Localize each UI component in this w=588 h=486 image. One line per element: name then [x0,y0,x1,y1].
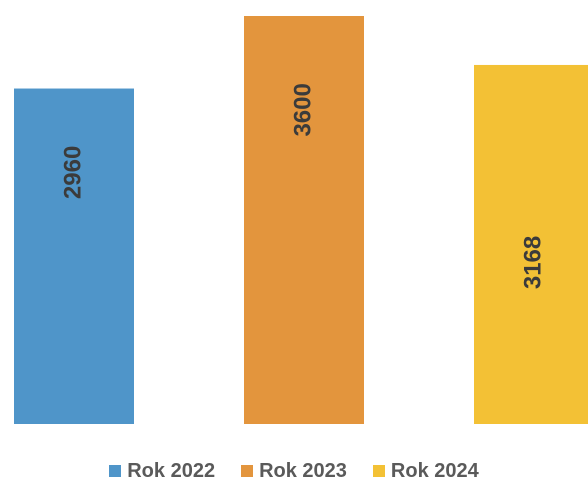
legend-swatch-2022 [109,465,122,477]
legend-swatch-2023 [241,465,254,477]
legend-item-2022: Rok 2022 [109,460,215,483]
bar-rok-2022 [14,88,134,425]
legend-label-2023: Rok 2023 [259,459,347,482]
data-label-rok-2024: 3168 [519,236,546,289]
legend-item-2023: Rok 2023 [241,460,347,483]
legend-swatch-2024 [372,465,385,477]
legend-label-2024: Rok 2024 [390,459,479,482]
bar-rok-2024 [474,64,588,425]
legend-item-2024: Rok 2024 [372,459,479,483]
data-label-rok-2022: 2960 [59,146,86,199]
bar-rok-2023 [244,16,364,424]
data-label-rok-2023: 3600 [289,83,316,136]
legend-label-2022: Rok 2022 [127,459,216,482]
legend: Rok 2022 Rok 2023 Rok 2024 [0,456,588,486]
